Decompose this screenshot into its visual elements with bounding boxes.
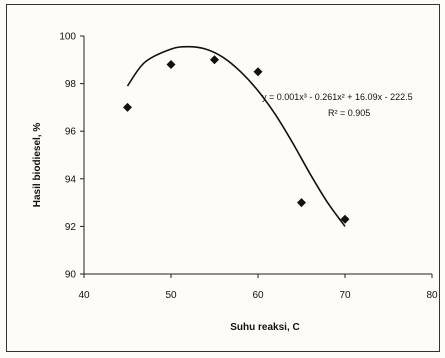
- x-axis-title: Suhu reaksi, C: [230, 322, 299, 333]
- x-tick-label: 70: [339, 290, 351, 301]
- x-tick-label: 60: [252, 290, 264, 301]
- y-axis-title: Hasil biodiesel, %: [32, 123, 43, 208]
- x-ticks: 40 50 60 70 80: [78, 274, 438, 301]
- x-tick-label: 80: [426, 290, 438, 301]
- y-tick-label: 90: [65, 270, 77, 281]
- data-point-marker: [210, 55, 219, 65]
- trendline-curve: [126, 45, 346, 227]
- data-point-marker: [166, 60, 176, 70]
- data-point-marker: [123, 102, 132, 112]
- x-tick-label: 50: [165, 290, 177, 301]
- x-tick-label: 40: [78, 290, 90, 301]
- chart-frame: [6, 4, 440, 352]
- data-point-marker: [297, 198, 306, 208]
- data-points: [123, 55, 350, 224]
- trendline-r2: R² = 0.905: [328, 108, 370, 118]
- y-tick-label: 98: [65, 79, 77, 90]
- trendline-equation: y = 0.001x³ - 0.261x² + 16.09x - 222.5: [262, 92, 413, 102]
- y-tick-label: 96: [65, 127, 77, 138]
- data-point-marker: [253, 67, 263, 77]
- y-tick-label: 94: [65, 174, 77, 185]
- y-tick-label: 92: [65, 222, 77, 233]
- y-tick-label: 100: [59, 32, 76, 43]
- y-ticks: 90 92 94 96 98 100: [59, 32, 84, 281]
- data-point-marker: [340, 214, 350, 224]
